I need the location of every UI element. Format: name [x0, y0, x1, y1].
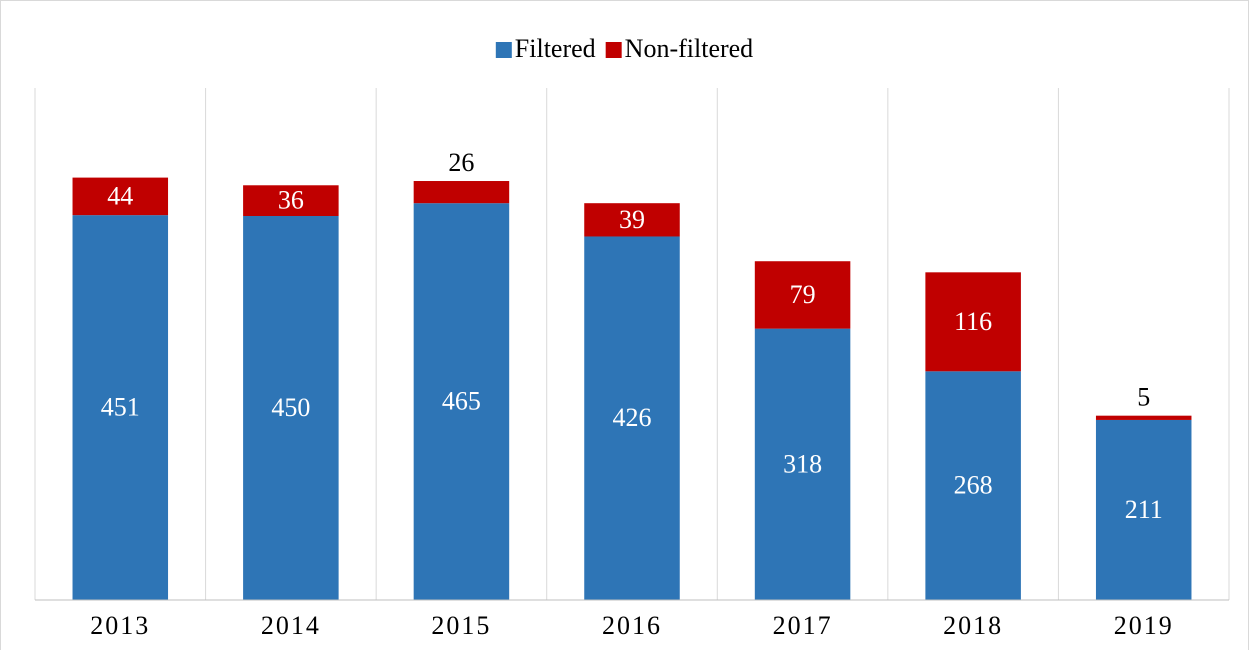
bar-segment — [243, 216, 339, 600]
data-label: 451 — [101, 393, 140, 422]
x-tick-label: 2018 — [943, 611, 1003, 640]
data-label: 211 — [1125, 495, 1163, 524]
data-label: 450 — [271, 393, 310, 422]
data-label: 268 — [954, 471, 993, 500]
data-label: 426 — [613, 403, 652, 432]
data-label: 36 — [278, 186, 304, 215]
x-tick-label: 2017 — [773, 611, 833, 640]
bar-segment — [584, 203, 680, 237]
bar-segment — [243, 185, 339, 216]
legend-swatch — [605, 42, 622, 58]
data-label: 39 — [619, 205, 645, 234]
bar-segment — [1095, 419, 1192, 600]
bar-segment — [413, 203, 510, 600]
bar-segment — [413, 181, 510, 204]
bar-segment — [72, 177, 169, 216]
bar-segment — [925, 272, 1021, 372]
bar-segment — [72, 215, 169, 600]
bar-segment — [925, 371, 1021, 600]
x-tick-label: 2019 — [1114, 611, 1174, 640]
data-label: 318 — [783, 449, 822, 478]
bar-segment — [754, 328, 851, 600]
x-tick-label: 2015 — [431, 611, 491, 640]
legend: Filtered Non-filtered — [495, 34, 754, 63]
legend-swatch — [495, 42, 512, 58]
data-label: 465 — [442, 387, 481, 416]
legend-label: Non-filtered — [625, 34, 754, 63]
data-label: 116 — [954, 307, 992, 336]
x-tick-label: 2016 — [602, 611, 662, 640]
bar-segment — [754, 261, 851, 329]
bar-segment — [1095, 415, 1192, 420]
x-tick-label: 2014 — [261, 611, 321, 640]
legend-label: Filtered — [515, 34, 596, 63]
x-tick-label: 2013 — [90, 611, 150, 640]
data-label: 5 — [1137, 383, 1150, 412]
data-label: 26 — [448, 148, 474, 177]
bar-segment — [584, 236, 680, 601]
data-label: 79 — [790, 280, 816, 309]
data-label: 44 — [107, 181, 133, 210]
